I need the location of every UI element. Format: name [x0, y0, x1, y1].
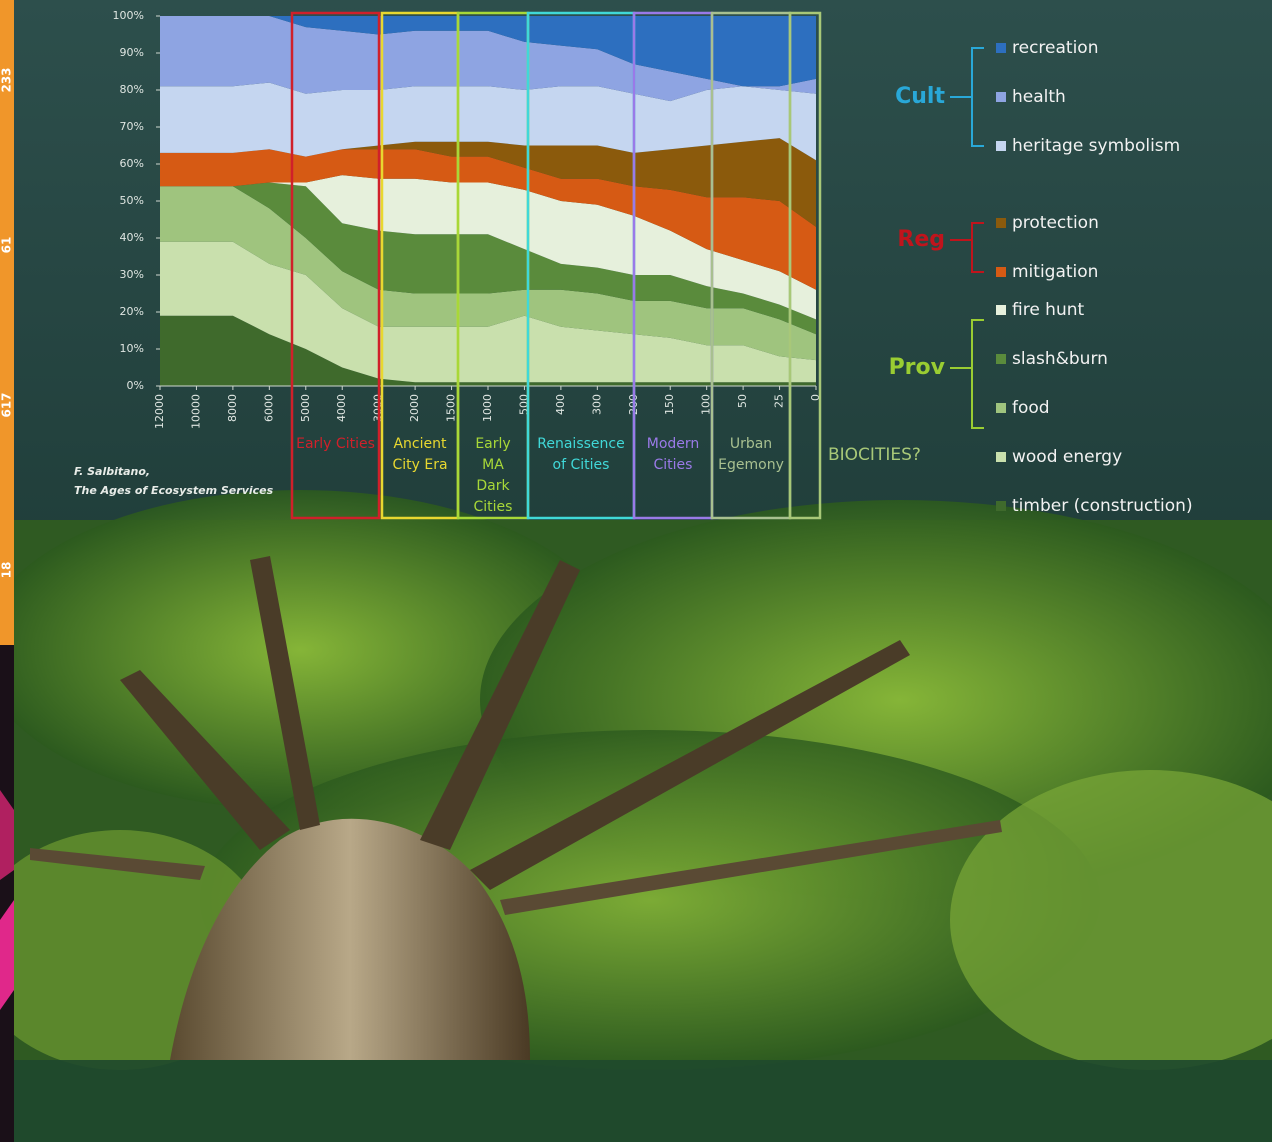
- legend-label: health: [1012, 87, 1066, 107]
- legend-swatch: [996, 403, 1006, 413]
- x-tick-label: 150: [663, 394, 676, 415]
- legend-label: timber (construction): [1012, 496, 1193, 516]
- area: [160, 175, 816, 320]
- group-label: Reg: [897, 227, 945, 252]
- area: [160, 182, 816, 335]
- era-label: Urban: [730, 436, 772, 452]
- legend-swatch: [996, 267, 1006, 277]
- x-tick-label: 50: [736, 394, 749, 408]
- area: [160, 241, 816, 383]
- sidebar-shape: [0, 900, 14, 1010]
- legend-swatch: [996, 218, 1006, 228]
- sidebar-shape: [0, 790, 14, 880]
- legend-label: fire hunt: [1012, 300, 1085, 320]
- group-bracket: [950, 47, 984, 147]
- group-label: Prov: [889, 355, 946, 380]
- legend-swatch: [996, 501, 1006, 511]
- area: [160, 82, 816, 161]
- y-tick-label: 50%: [120, 194, 144, 207]
- chart: 233 61 617 18 0% 10% 20% 30% 40% 50% 60% 70% 80% 90% 1…: [0, 9, 1193, 578]
- y-tick-label: 0%: [127, 379, 144, 392]
- y-tick-label: 100%: [113, 9, 144, 22]
- x-tick-label: 1000: [481, 394, 494, 422]
- legend-swatch: [996, 305, 1006, 315]
- legend-swatch: [996, 141, 1006, 151]
- x-tick-label: 0: [809, 394, 822, 401]
- sidebar-strip: [0, 0, 14, 645]
- era-box: [290, 11, 381, 520]
- legend-label: protection: [1012, 213, 1099, 233]
- x-tick-label: 12000: [153, 394, 166, 429]
- group-label: Cult: [895, 84, 945, 109]
- legend-swatch: [996, 92, 1006, 102]
- legend-label: recreation: [1012, 38, 1098, 58]
- era-label: of Cities: [553, 457, 610, 473]
- credit: F. Salbitano,: [74, 465, 150, 478]
- legend-label: wood energy: [1012, 447, 1122, 467]
- y-tick-label: 40%: [120, 231, 144, 244]
- x-tick-label: 400: [554, 394, 567, 415]
- legend-swatch: [996, 452, 1006, 462]
- x-tick-label: 4000: [335, 394, 348, 422]
- era-label: Cities: [474, 499, 513, 515]
- legend-label: heritage symbolism: [1012, 136, 1180, 156]
- era-label: Renaissence: [537, 436, 624, 452]
- era-label: Early: [475, 436, 510, 452]
- x-tick-label: 8000: [226, 394, 239, 422]
- x-tick-label: 100: [700, 394, 713, 415]
- tree-photo: [0, 490, 1272, 1070]
- footer-band: [14, 1060, 1272, 1142]
- era-label: Ancient: [393, 436, 447, 452]
- y-tick-label: 60%: [120, 157, 144, 170]
- group-bracket: [950, 319, 984, 429]
- sidebar-number: 61: [0, 237, 14, 254]
- x-tick-label: 300: [590, 394, 603, 415]
- legend-label: mitigation: [1012, 262, 1098, 282]
- era-label: Dark: [476, 478, 510, 494]
- era-label: Modern: [647, 436, 700, 452]
- y-tick-label: 10%: [120, 342, 144, 355]
- era-label: MA: [482, 457, 504, 473]
- area: [160, 16, 816, 87]
- sidebar-dark: [0, 645, 14, 1142]
- x-tick-label: 1500: [445, 394, 458, 422]
- x-tick-label: 6000: [262, 394, 275, 422]
- era-label: Early Cities: [296, 436, 375, 452]
- group-bracket: [950, 222, 984, 273]
- era-label: Cities: [654, 457, 693, 473]
- era-label: Egemony: [718, 457, 784, 473]
- y-tick-label: 30%: [120, 268, 144, 281]
- area: [160, 186, 816, 361]
- y-tick-label: 20%: [120, 305, 144, 318]
- x-tick-label: 25: [773, 394, 786, 408]
- era-note: BIOCITIES?: [828, 445, 921, 465]
- x-tick-label: 5000: [299, 394, 312, 422]
- sidebar-number: 233: [0, 67, 14, 92]
- area: [160, 16, 816, 102]
- sidebar-number: 18: [0, 562, 14, 579]
- era-box: [788, 11, 822, 520]
- legend-swatch: [996, 43, 1006, 53]
- x-tick-label: 10000: [189, 394, 202, 429]
- area: [160, 138, 816, 227]
- legend-label: food: [1012, 398, 1050, 418]
- legend-swatch: [996, 354, 1006, 364]
- era-label: City Era: [392, 457, 447, 473]
- sidebar-number: 617: [0, 392, 14, 417]
- area: [160, 149, 816, 290]
- legend-label: slash&burn: [1012, 349, 1108, 369]
- credit: The Ages of Ecosystem Services: [74, 484, 274, 497]
- y-tick-label: 70%: [120, 120, 144, 133]
- area: [160, 315, 816, 386]
- y-tick-label: 80%: [120, 83, 144, 96]
- y-tick-label: 90%: [120, 46, 144, 59]
- x-tick-label: 2000: [408, 394, 421, 422]
